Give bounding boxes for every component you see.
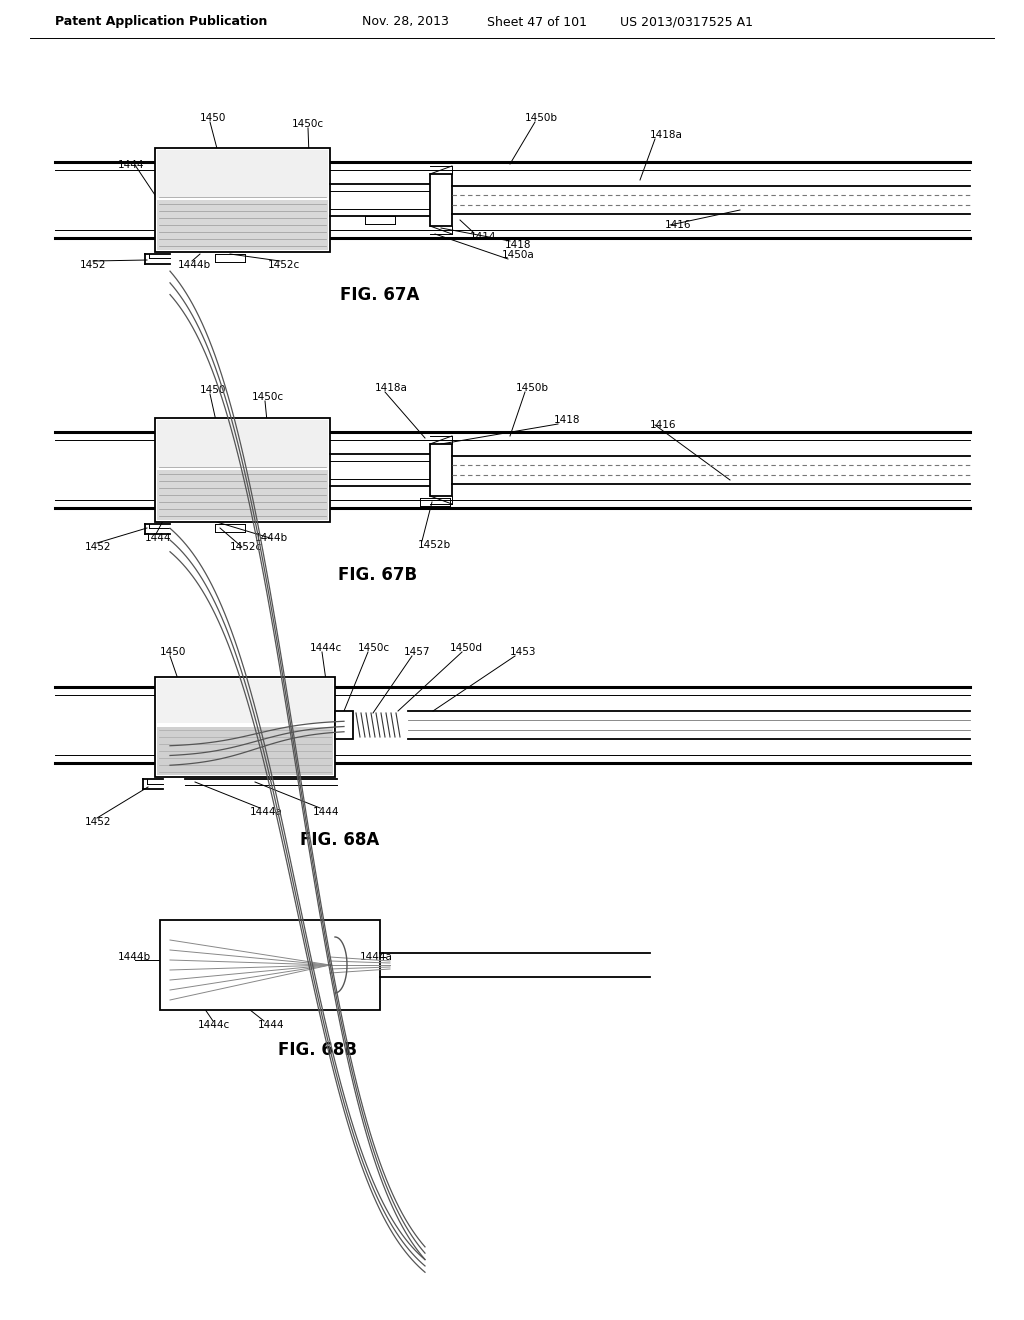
Text: 1418: 1418 xyxy=(554,414,581,425)
Text: 1453: 1453 xyxy=(510,647,537,657)
Text: 1450: 1450 xyxy=(160,647,186,657)
Bar xyxy=(335,711,353,739)
Text: 1452: 1452 xyxy=(85,817,112,828)
Text: FIG. 67A: FIG. 67A xyxy=(340,286,420,304)
Bar xyxy=(330,454,430,486)
Text: 1450c: 1450c xyxy=(292,119,325,129)
Text: 1452: 1452 xyxy=(85,543,112,552)
Bar xyxy=(430,444,452,496)
Bar xyxy=(157,470,328,520)
Text: 1450: 1450 xyxy=(200,114,226,123)
Text: 1450c: 1450c xyxy=(358,643,390,653)
Text: 1444c: 1444c xyxy=(310,643,342,653)
Bar xyxy=(430,174,452,226)
Bar xyxy=(160,920,380,1010)
Bar xyxy=(157,150,328,198)
Text: 1450: 1450 xyxy=(200,385,226,395)
Text: 1444: 1444 xyxy=(118,160,144,170)
Text: FIG. 68B: FIG. 68B xyxy=(279,1041,357,1059)
Text: Sheet 47 of 101: Sheet 47 of 101 xyxy=(487,16,587,29)
Bar xyxy=(157,678,333,723)
Text: 1450a: 1450a xyxy=(502,249,535,260)
Text: Nov. 28, 2013: Nov. 28, 2013 xyxy=(362,16,449,29)
Text: 1452b: 1452b xyxy=(418,540,452,550)
Text: 1457: 1457 xyxy=(404,647,430,657)
Text: 1444c: 1444c xyxy=(198,1020,230,1030)
Text: 1416: 1416 xyxy=(650,420,677,430)
Text: 1450d: 1450d xyxy=(450,643,483,653)
Text: 1452: 1452 xyxy=(80,260,106,271)
Text: 1414: 1414 xyxy=(470,232,497,242)
Text: 1444b: 1444b xyxy=(178,260,211,271)
Text: 1444: 1444 xyxy=(313,807,340,817)
Text: FIG. 68A: FIG. 68A xyxy=(300,832,380,849)
Text: 1450b: 1450b xyxy=(525,114,558,123)
Text: 1452c: 1452c xyxy=(268,260,300,271)
Text: 1444: 1444 xyxy=(145,533,171,543)
Text: 1418a: 1418a xyxy=(650,129,683,140)
Bar xyxy=(155,677,335,777)
Text: 1418a: 1418a xyxy=(375,383,408,393)
Text: 1452c: 1452c xyxy=(230,543,262,552)
Text: 1450b: 1450b xyxy=(516,383,549,393)
Bar xyxy=(157,727,333,775)
Bar xyxy=(155,148,330,252)
Bar xyxy=(157,201,328,249)
Text: 1418: 1418 xyxy=(505,240,531,249)
Text: FIG. 67B: FIG. 67B xyxy=(339,566,418,583)
Text: 1416: 1416 xyxy=(665,220,691,230)
Text: 1444b: 1444b xyxy=(118,952,152,962)
Text: 1450c: 1450c xyxy=(252,392,284,403)
Text: 1444a: 1444a xyxy=(360,952,393,962)
Text: 1444: 1444 xyxy=(258,1020,285,1030)
Text: 1444a: 1444a xyxy=(250,807,283,817)
Text: US 2013/0317525 A1: US 2013/0317525 A1 xyxy=(620,16,753,29)
Bar xyxy=(155,418,330,521)
Text: 1444b: 1444b xyxy=(255,533,288,543)
Bar xyxy=(157,420,328,469)
Text: Patent Application Publication: Patent Application Publication xyxy=(55,16,267,29)
Bar xyxy=(330,183,430,216)
